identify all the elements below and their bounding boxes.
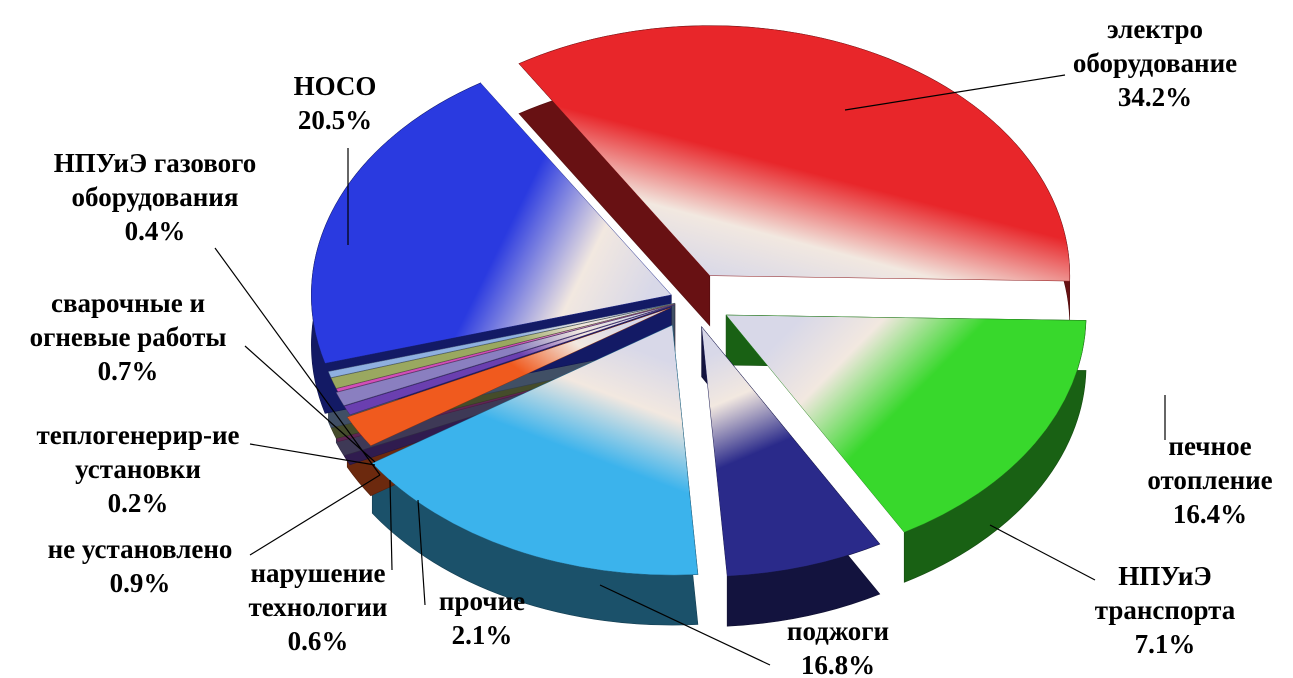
leader-lines <box>214 74 1166 666</box>
pie-slice <box>518 25 1070 282</box>
pie-slice <box>701 325 881 577</box>
slice-label: печное отопление 16.4% <box>1147 431 1272 529</box>
leader-line <box>417 499 426 606</box>
slice-tops <box>311 25 1087 577</box>
pie-slice <box>725 314 1087 533</box>
slice-label: сварочные и огневые работы 0.7% <box>30 288 227 386</box>
slice-label: нарушение технологии 0.6% <box>249 558 388 656</box>
slice-label: поджоги 16.8% <box>787 616 889 678</box>
leader-line <box>214 247 381 476</box>
leader-line <box>249 474 381 556</box>
leader-line <box>244 345 376 463</box>
leader-line <box>249 443 376 466</box>
pie-slice <box>371 324 699 576</box>
pie-slice <box>311 82 672 364</box>
slice-label: не установлено 0.9% <box>48 534 233 598</box>
slice-label: прочие 2.1% <box>439 586 525 650</box>
leader-line <box>989 524 1096 581</box>
pie-slice <box>335 303 676 392</box>
leader-line <box>844 74 1066 111</box>
pie-slice <box>335 304 674 406</box>
slice-label: НПУиЭ транспорта 7.1% <box>1095 561 1236 659</box>
pie-slice <box>346 307 672 447</box>
slice-label: теплогенерир-ие установки 0.2% <box>36 420 239 518</box>
leader-line <box>599 584 771 666</box>
slice-label: НОСО 20.5% <box>294 71 377 135</box>
slice-label: НПУиЭ газового оборудования 0.4% <box>54 148 257 246</box>
leader-line <box>389 479 393 571</box>
pie-slice <box>330 303 675 389</box>
pie-slice <box>343 305 674 416</box>
pie-slice <box>328 302 675 378</box>
slice-labels: электро оборудование 34.2% печное отопление 1… <box>30 14 1273 678</box>
slice-label: электро оборудование 34.2% <box>1073 14 1237 112</box>
